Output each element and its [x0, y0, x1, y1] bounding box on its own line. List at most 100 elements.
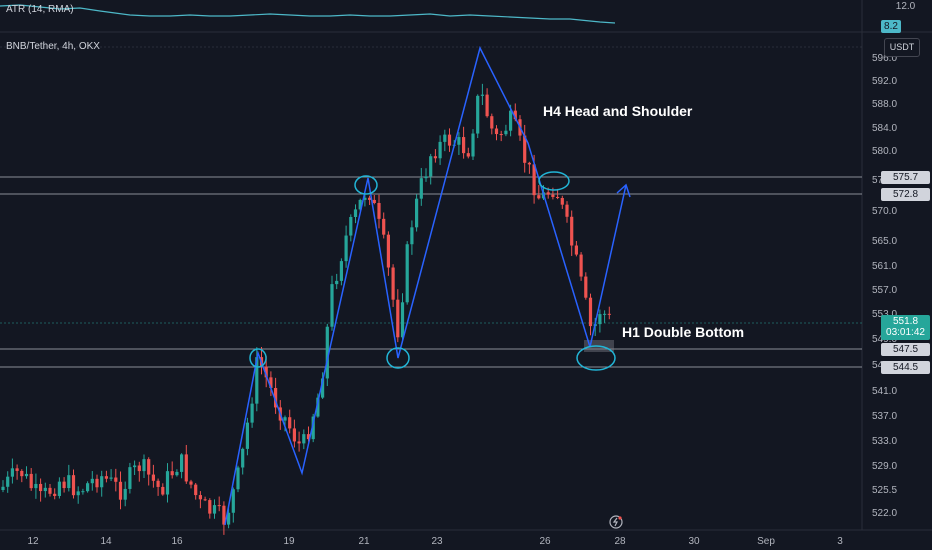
price-tick-label: 570.0 — [872, 206, 897, 217]
candle — [386, 231, 390, 276]
candle — [598, 309, 602, 333]
candle — [133, 460, 137, 476]
candle — [382, 212, 386, 239]
annotation-h4[interactable]: H4 Head and Shoulder — [543, 103, 693, 119]
candle — [325, 323, 329, 387]
time-axis-label: Sep — [757, 536, 775, 547]
time-axis-label: 3 — [837, 536, 843, 547]
projection-arrowhead — [616, 183, 631, 198]
time-axis: 12 14 16 19 21 23 26 28 30 Sep 3 — [27, 536, 843, 547]
candle — [560, 195, 564, 209]
candle — [151, 464, 155, 488]
candle — [57, 477, 61, 499]
candle — [95, 474, 99, 493]
candle — [245, 417, 249, 456]
last-price-tag: 551.8 03:01:42 — [881, 315, 930, 340]
price-tick-label: 588.0 — [872, 99, 897, 110]
candle — [90, 471, 94, 491]
time-axis-label: 14 — [100, 536, 112, 547]
candle — [494, 125, 499, 141]
candle — [165, 463, 170, 503]
price-tick-label: 541.0 — [872, 386, 897, 397]
candle — [499, 130, 503, 142]
candle — [208, 498, 212, 519]
candle — [114, 468, 118, 492]
candle — [180, 453, 184, 479]
candle — [410, 220, 414, 255]
candle — [29, 468, 33, 491]
hline-tag-1: 575.7 — [881, 171, 930, 184]
indicator-label[interactable]: ATR (14, RMA) — [6, 4, 74, 15]
candle — [447, 128, 452, 152]
candle — [391, 264, 395, 307]
atr-current-tag: 8.2 — [881, 20, 901, 33]
candle — [574, 240, 578, 257]
candle — [292, 419, 296, 448]
candle — [438, 135, 442, 165]
time-axis-label: 12 — [27, 536, 39, 547]
candle — [443, 129, 447, 152]
candle — [424, 168, 428, 182]
candle — [527, 161, 531, 174]
candle — [330, 275, 334, 331]
ellipse-left-shoulder-base — [249, 348, 267, 368]
candle — [1, 480, 5, 493]
candle — [579, 252, 583, 281]
currency-button[interactable]: USDT — [884, 38, 920, 57]
price-tick-label: 557.0 — [872, 285, 897, 296]
candle — [368, 195, 372, 205]
time-axis-label: 28 — [614, 536, 626, 547]
price-tick-label: 584.0 — [872, 123, 897, 134]
candle — [6, 471, 10, 493]
candle — [603, 310, 607, 323]
candle — [400, 293, 405, 343]
pattern-zigzag — [224, 45, 591, 526]
candle — [250, 397, 254, 428]
candle — [81, 488, 85, 495]
candle — [269, 371, 273, 397]
candle — [372, 195, 376, 205]
candle — [104, 470, 108, 483]
price-tick-label: 580.0 — [872, 146, 897, 157]
hline-tag-4: 544.5 — [881, 361, 930, 374]
annotation-h1[interactable]: H1 Double Bottom — [622, 324, 745, 340]
candle — [76, 486, 80, 504]
candle — [175, 469, 179, 477]
candle — [128, 462, 132, 494]
time-axis-label: 30 — [688, 536, 700, 547]
candle — [156, 478, 160, 496]
candle — [457, 132, 461, 155]
candle — [311, 413, 315, 443]
candle — [241, 447, 245, 475]
price-tick-label: 596.0 — [872, 53, 897, 64]
price-tick-label: 592.0 — [872, 76, 897, 87]
price-axis: 596.0592.0588.0584.0580.0575.0570.0565.0… — [872, 53, 897, 519]
candle — [100, 470, 104, 497]
candle — [147, 457, 151, 486]
candle — [274, 377, 278, 414]
candle — [419, 167, 423, 206]
candle — [142, 454, 146, 478]
candles — [1, 83, 611, 535]
candle — [466, 147, 470, 159]
candle — [570, 210, 574, 256]
candle — [377, 194, 381, 229]
candle — [203, 496, 207, 502]
candle — [321, 372, 325, 399]
ellipse-right-shoulder — [538, 171, 570, 191]
candle — [588, 293, 593, 336]
candle — [537, 185, 541, 200]
candle — [396, 289, 400, 343]
price-tick-label: 533.0 — [872, 436, 897, 447]
candle — [236, 465, 240, 493]
last-price-value: 551.8 — [892, 316, 919, 327]
candle — [20, 469, 24, 483]
symbol-title[interactable]: BNB/Tether, 4h, OKX — [6, 41, 100, 52]
pattern-projection — [589, 184, 627, 348]
price-tick-label: 561.0 — [872, 261, 897, 272]
candle — [353, 204, 358, 224]
candle — [415, 194, 419, 232]
candle — [485, 88, 489, 118]
